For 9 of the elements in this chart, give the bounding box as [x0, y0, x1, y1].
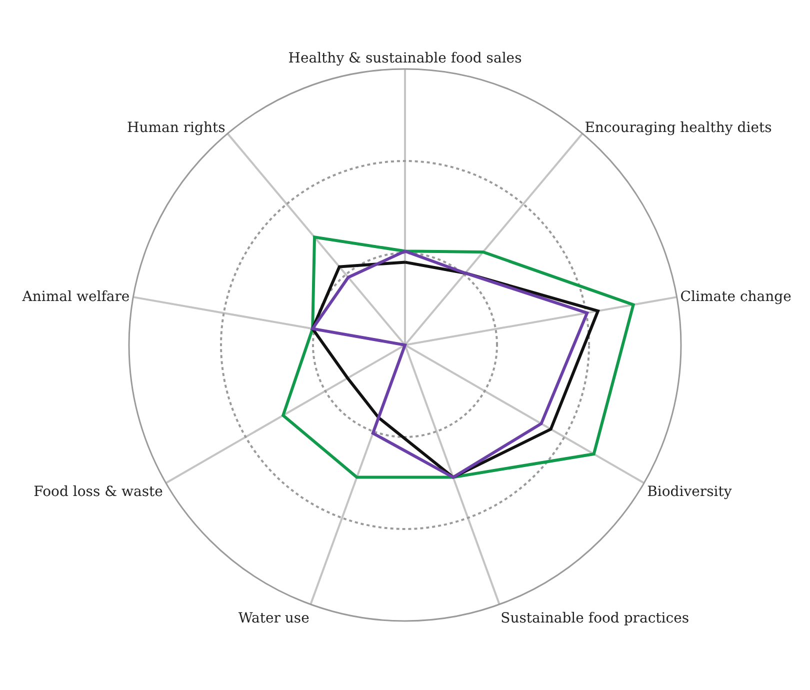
spoke-label: Human rights [127, 120, 226, 136]
spoke-label: Food loss & waste [34, 484, 163, 500]
spoke-label: Climate change [680, 288, 792, 305]
spoke-label: Encouraging healthy diets [584, 120, 772, 136]
spoke-label: Sustainable food practices [500, 610, 690, 627]
spoke-label: Biodiversity [647, 484, 732, 500]
spoke-label: Animal welfare [21, 288, 130, 305]
spoke-label: Healthy & sustainable food sales [288, 50, 522, 67]
spoke-label: Water use [238, 610, 310, 627]
